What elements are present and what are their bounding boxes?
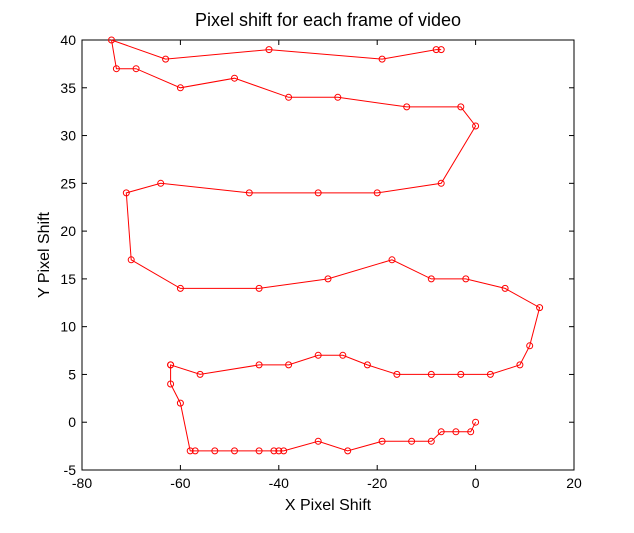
data-point [162,55,170,63]
data-point [167,361,175,369]
x-tick-label: -60 [170,475,190,491]
data-point [378,55,386,63]
data-point [363,361,371,369]
tick-marks [81,39,575,471]
data-point [270,447,278,455]
data-point [285,361,293,369]
data-point [472,122,480,130]
data-point [176,84,184,92]
data-point [122,189,130,197]
data-point [186,447,194,455]
y-tick-label: -5 [64,462,77,478]
data-point [457,370,465,378]
data-point [191,447,199,455]
data-point [275,447,283,455]
data-point [280,447,288,455]
y-axis-label: Y Pixel Shift [36,211,53,298]
data-point [255,284,263,292]
x-tick-label: -40 [269,475,289,491]
y-tick-label: 0 [68,414,76,430]
x-tick-label: 20 [566,475,582,491]
data-point [467,428,475,436]
y-tick-label: 35 [60,80,76,96]
data-point [452,428,460,436]
data-point [324,275,332,283]
data-point [486,370,494,378]
data-point [265,46,273,54]
y-tick-label: 5 [68,366,76,382]
data-point [472,418,480,426]
data-point [157,179,165,187]
y-tick-label: 15 [60,271,76,287]
data-point [112,65,120,73]
data-point [314,351,322,359]
y-tick-label: 40 [60,32,76,48]
y-tick-label: 20 [60,223,76,239]
y-tick-label: 30 [60,128,76,144]
data-point [526,342,534,350]
data-point [437,179,445,187]
data-point [231,74,238,82]
data-point [427,370,435,378]
data-point [334,93,342,101]
data-point [211,447,219,455]
data-point [378,437,386,445]
x-axis-label: X Pixel Shift [285,497,372,514]
x-tick-label: -80 [72,475,92,491]
data-point [457,103,465,111]
data-point [427,437,435,445]
x-tick-label: -20 [367,475,387,491]
y-tick-label: 10 [60,319,76,335]
tick-labels: -80 -60 -40 -20 0 20 -5 0 5 10 15 20 25 30 35 40 [60,32,582,491]
data-point [255,447,263,455]
data-point [388,256,396,264]
data-point [427,275,435,283]
data-point [167,380,175,388]
data-point [403,103,411,111]
data-point [176,399,184,407]
series-line [110,39,541,452]
data-point [536,304,544,312]
data-point [373,189,381,197]
data-point [314,189,322,197]
data-point [437,46,445,54]
data-point [176,284,184,292]
data-point [127,256,135,264]
data-point [196,370,204,378]
data-point [231,447,238,455]
data-point [108,36,115,44]
data-point [314,437,322,445]
data-point [437,428,445,436]
y-tick-label: 25 [60,175,76,191]
plot-area [81,39,575,471]
data-point [393,370,401,378]
data-point [339,351,347,359]
data-point [501,284,509,292]
data-point [408,437,416,445]
data-points [108,36,544,455]
data-point [245,189,253,197]
data-point [344,447,352,455]
data-point [462,275,470,283]
data-point [132,65,140,73]
data-point [285,93,293,101]
data-point [432,46,440,54]
data-point [255,361,263,369]
chart-title: Pixel shift for each frame of video [195,10,461,30]
x-tick-label: 0 [472,475,480,491]
data-point [516,361,524,369]
